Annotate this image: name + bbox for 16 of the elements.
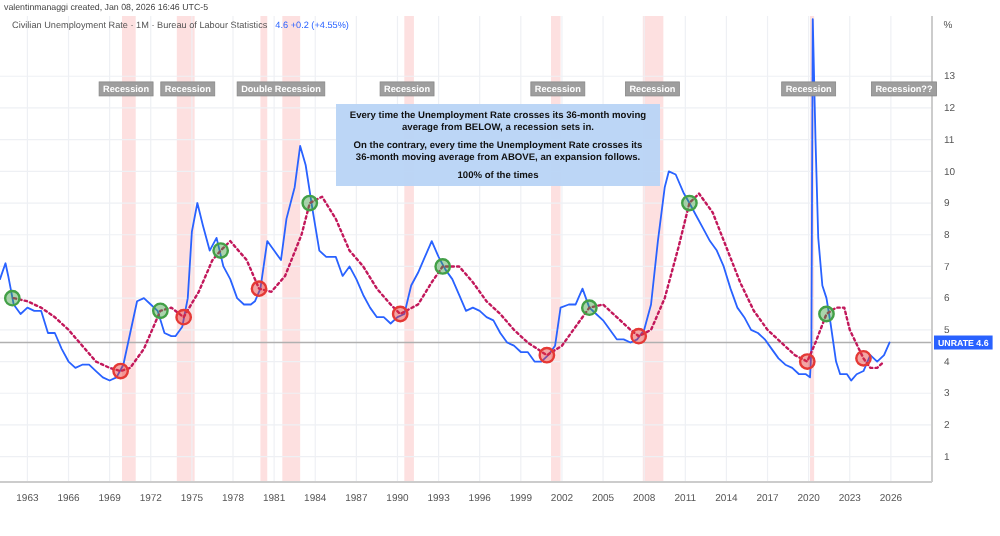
point [434, 258, 452, 275]
point [580, 299, 598, 317]
point [3, 289, 21, 307]
point [630, 327, 648, 345]
point [301, 194, 319, 212]
point [391, 305, 409, 323]
point [681, 194, 698, 212]
point [112, 362, 130, 380]
point [212, 242, 230, 259]
point [855, 349, 872, 367]
point [151, 302, 169, 320]
point [798, 353, 816, 370]
point [250, 280, 268, 298]
point [538, 346, 556, 364]
point [818, 305, 835, 323]
point [175, 308, 193, 326]
